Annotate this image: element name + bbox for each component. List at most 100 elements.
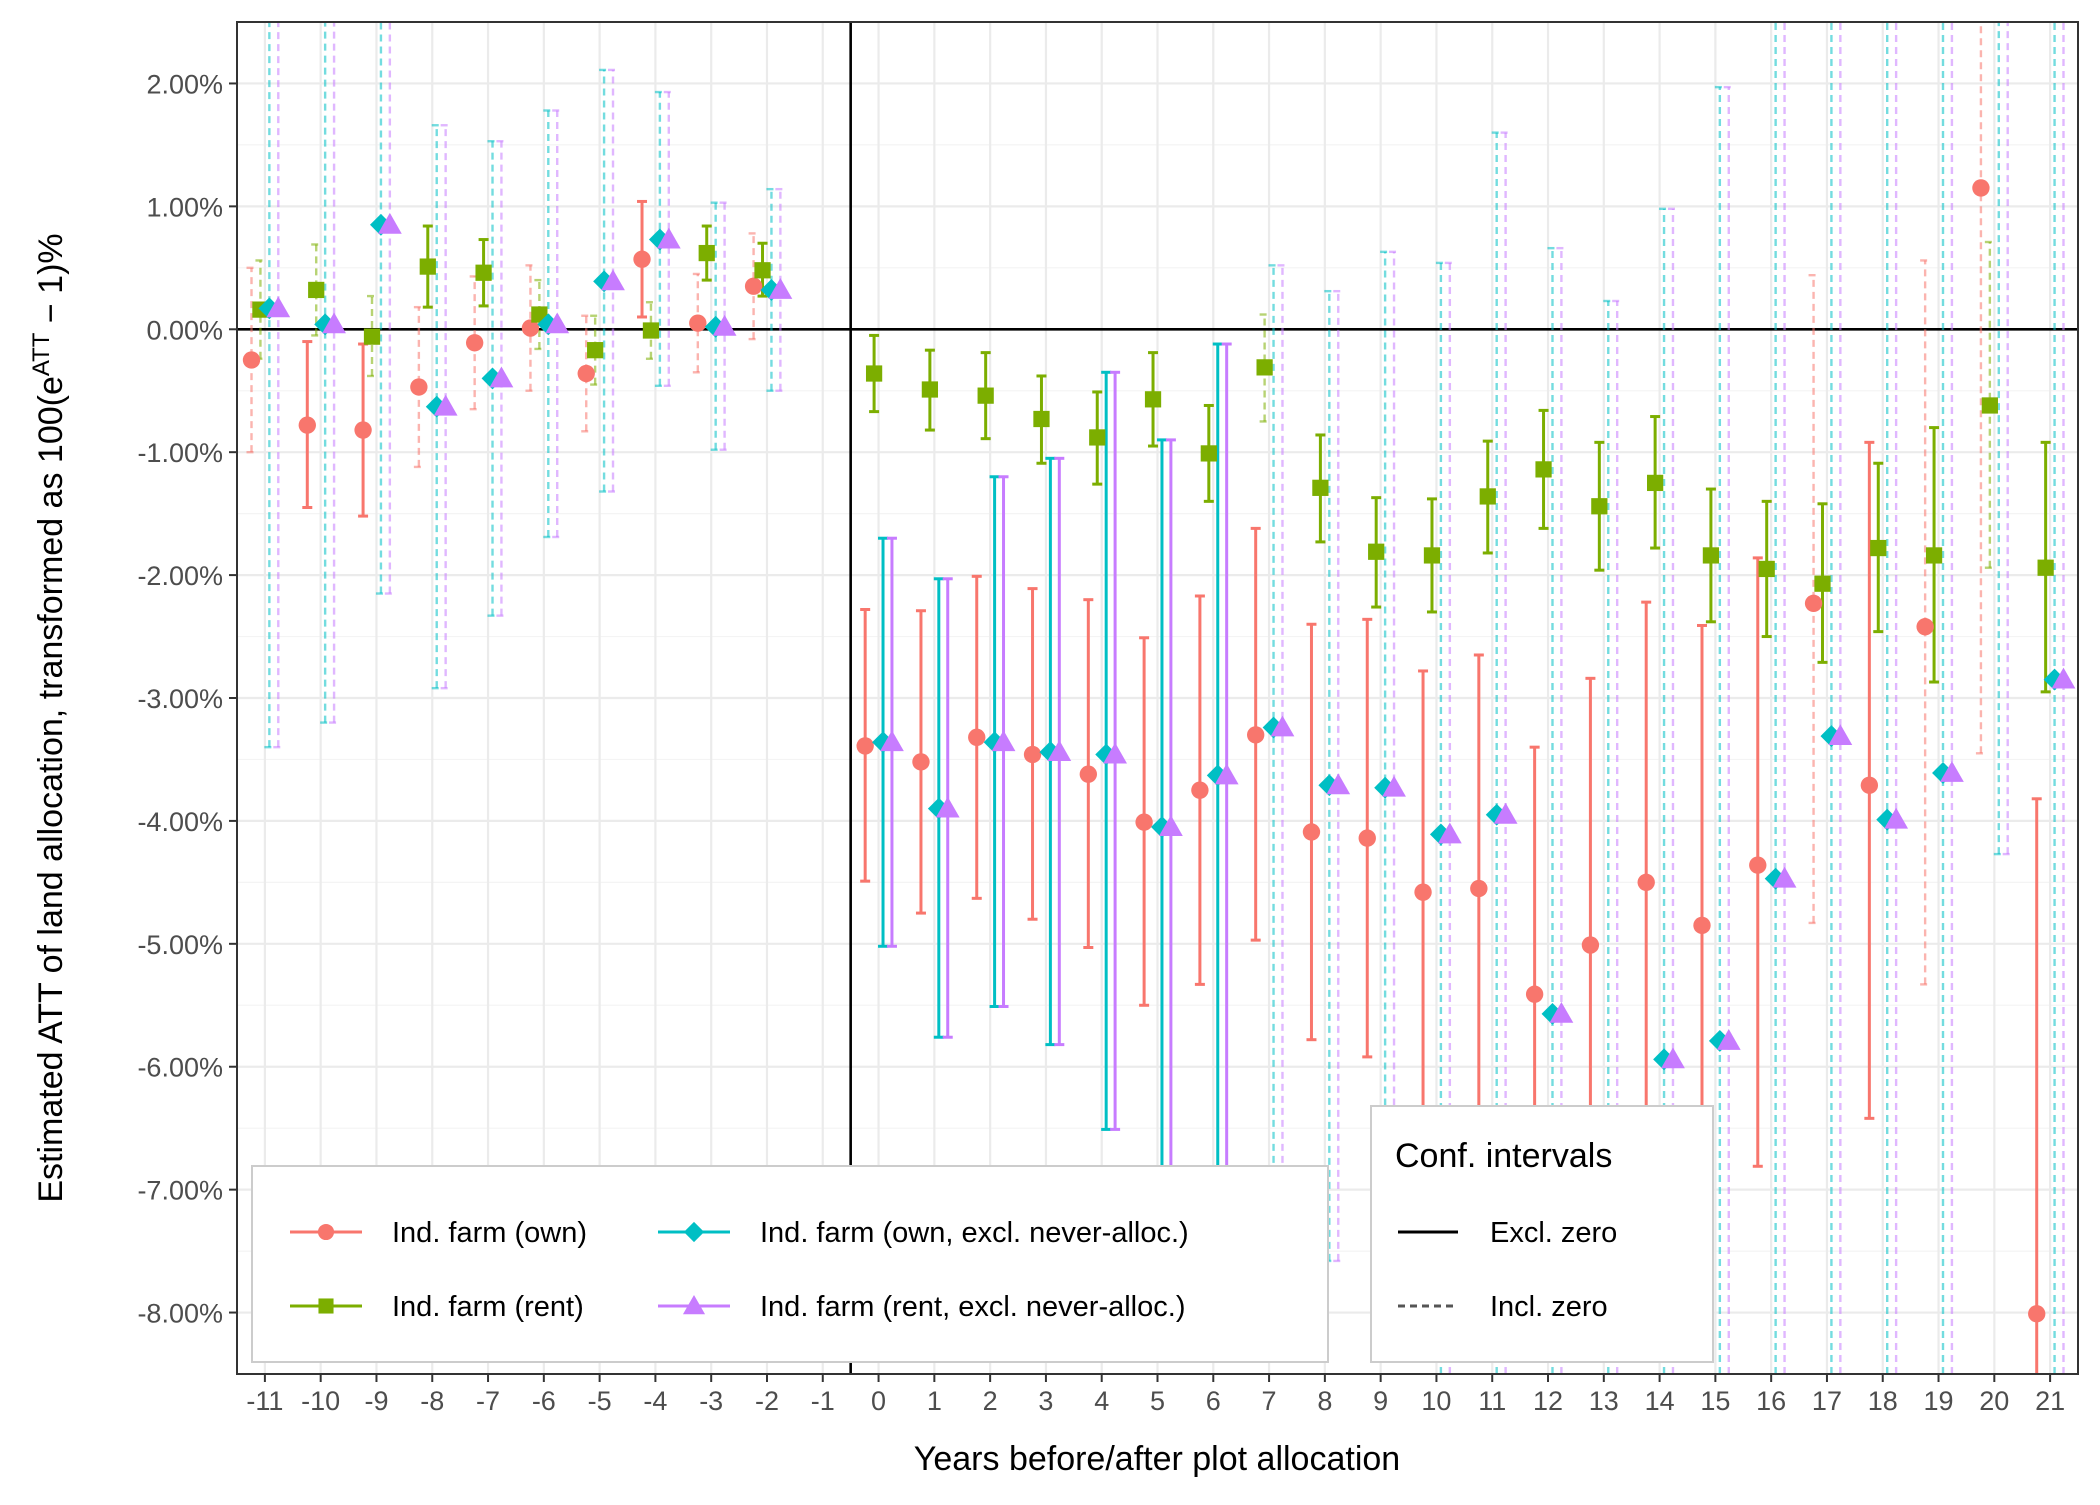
- x-tick-label: 14: [1645, 1386, 1675, 1416]
- point-square: [1702, 547, 1720, 564]
- point-triangle: [880, 730, 904, 752]
- point-circle: [633, 250, 651, 268]
- point-triangle: [1214, 763, 1239, 785]
- y-tick-label: -7.00%: [137, 1176, 223, 1206]
- x-tick-label: 21: [2035, 1386, 2065, 1416]
- legend-ci-box: [1370, 1105, 1714, 1363]
- point-triangle: [935, 796, 960, 818]
- point-square: [977, 387, 994, 404]
- point-square: [921, 381, 939, 398]
- point-triangle: [1772, 866, 1797, 888]
- x-tick-label: 5: [1150, 1386, 1165, 1416]
- point-diamond: [1708, 1029, 1731, 1052]
- point-circle: [1135, 813, 1153, 831]
- y-axis-title-superscript: ATT: [28, 332, 55, 376]
- point-triangle: [1103, 742, 1128, 764]
- point-square: [1870, 539, 1887, 557]
- point-square: [1647, 474, 1664, 492]
- point-triangle: [266, 296, 291, 318]
- x-tick-label: 8: [1317, 1386, 1332, 1416]
- axis-ticks: -8.00% -7.00% -6.00% -5.00% -4.00% -3.00% -2.0…: [137, 69, 2065, 1416]
- legend-series-label: Ind. farm (own): [392, 1217, 587, 1249]
- point-square: [1758, 560, 1775, 578]
- x-tick-label: 20: [1979, 1386, 2009, 1416]
- y-tick-label: -2.00%: [137, 561, 223, 591]
- point-square: [865, 365, 883, 382]
- y-tick-label: 1.00%: [146, 192, 223, 222]
- point-square: [1925, 547, 1943, 564]
- point-circle: [465, 334, 484, 352]
- legend-series-label: Ind. farm (rent, excl. never-alloc.): [760, 1291, 1185, 1323]
- x-tick-label: -11: [246, 1386, 283, 1416]
- point-circle: [689, 314, 707, 332]
- point-circle: [1637, 873, 1655, 892]
- x-tick-label: -9: [364, 1386, 388, 1416]
- point-circle: [1079, 765, 1098, 783]
- point-diamond: [481, 367, 504, 390]
- point-triangle: [991, 730, 1016, 752]
- point-circle: [1749, 856, 1767, 874]
- point-circle: [298, 416, 316, 434]
- y-tick-label: -8.00%: [137, 1299, 223, 1329]
- point-square: [1479, 488, 1496, 505]
- x-tick-label: 2: [983, 1386, 998, 1416]
- x-tick-label: 13: [1589, 1386, 1619, 1416]
- point-square: [1033, 410, 1050, 428]
- x-tick-label: -8: [420, 1386, 444, 1416]
- x-tick-label: -6: [532, 1386, 556, 1416]
- point-square: [642, 322, 660, 339]
- point-diamond: [1206, 764, 1229, 787]
- point-circle: [521, 319, 540, 337]
- point-square: [1423, 547, 1441, 564]
- point-circle: [1916, 618, 1934, 636]
- point-circle: [1972, 179, 1990, 197]
- point-triangle: [1493, 802, 1518, 824]
- legend-key-square: [318, 1298, 334, 1314]
- point-triangle: [322, 312, 346, 334]
- point-triangle: [601, 269, 625, 291]
- legend-key-circle: [317, 1223, 335, 1241]
- point-circle: [856, 737, 874, 755]
- x-tick-label: 16: [1756, 1386, 1786, 1416]
- point-circle: [1023, 745, 1042, 764]
- legend-series-box: [251, 1165, 1329, 1363]
- point-circle: [1804, 594, 1823, 613]
- x-tick-label: 9: [1373, 1386, 1388, 1416]
- point-triangle: [712, 314, 737, 336]
- point-square: [1535, 461, 1552, 478]
- point-square: [1200, 445, 1217, 462]
- y-axis-title: Estimated ATT of land allocation, transf…: [28, 233, 71, 1202]
- point-triangle: [1549, 1001, 1574, 1023]
- point-circle: [744, 277, 763, 295]
- y-axis-title-tail: − 1)%: [32, 233, 70, 332]
- point-triangle: [1884, 807, 1909, 829]
- point-triangle: [545, 312, 570, 334]
- legend-ci-title: Conf. intervals: [1395, 1137, 1612, 1175]
- x-tick-label: -3: [699, 1386, 723, 1416]
- point-circle: [1358, 829, 1376, 847]
- legend-key-triangle: [682, 1294, 706, 1315]
- point-square: [1814, 575, 1831, 592]
- point-diamond: [1151, 816, 1173, 838]
- x-tick-label: 11: [1478, 1386, 1506, 1416]
- point-circle: [912, 753, 930, 771]
- point-triangle: [1047, 740, 1072, 762]
- point-triangle: [2051, 667, 2076, 689]
- y-tick-label: -6.00%: [137, 1053, 223, 1083]
- x-tick-label: -10: [301, 1386, 340, 1416]
- point-square: [419, 258, 436, 275]
- y-tick-label: -1.00%: [137, 438, 223, 468]
- point-triangle: [1437, 822, 1462, 844]
- point-diamond: [1485, 803, 1508, 826]
- y-tick-label: -3.00%: [137, 684, 223, 714]
- point-diamond: [314, 313, 337, 336]
- x-tick-label: 17: [1812, 1386, 1842, 1416]
- x-tick-label: -7: [476, 1386, 500, 1416]
- point-circle: [242, 351, 261, 369]
- point-square: [1981, 397, 1998, 414]
- point-diamond: [1541, 1002, 1564, 1025]
- legend-series: Ind. farm (own) Ind. farm (rent) Ind. farm…: [251, 1165, 1329, 1363]
- point-circle: [2028, 1305, 2046, 1323]
- point-circle: [410, 378, 428, 396]
- x-tick-label: 1: [927, 1386, 942, 1416]
